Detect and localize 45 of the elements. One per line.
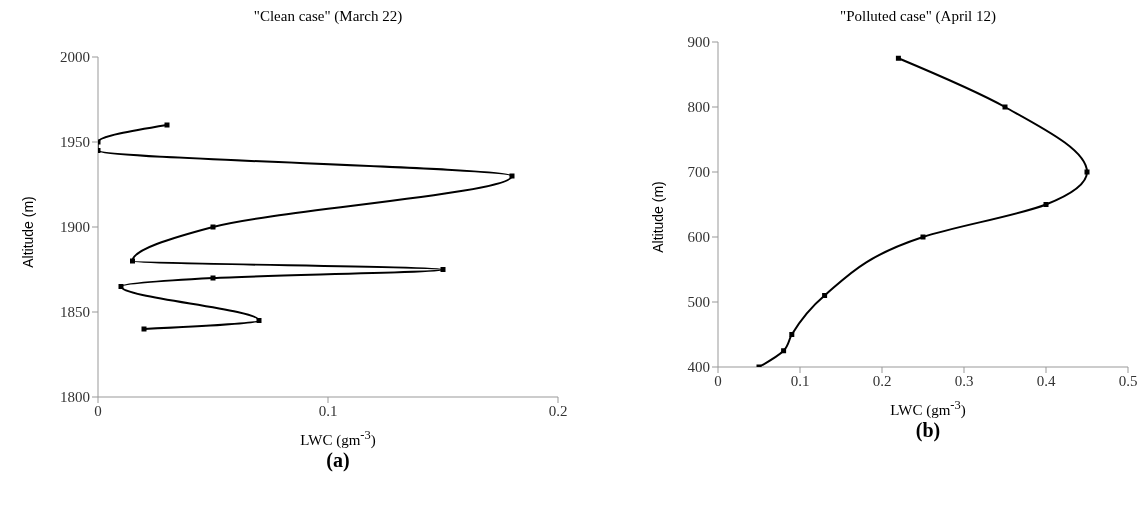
point: [822, 293, 828, 298]
y-tick-label: 700: [687, 164, 710, 181]
y-tick-label: 900: [687, 34, 710, 51]
point: [781, 348, 787, 354]
x-tick-label: 0: [94, 402, 102, 419]
chart-title: "Clean case" (March 22): [252, 8, 404, 26]
x-tick-label: 0.4: [1036, 372, 1056, 389]
point: [1002, 104, 1008, 110]
point: [210, 224, 216, 230]
point: [210, 275, 216, 281]
x-tick-label: 0.2: [548, 402, 568, 419]
point: [789, 332, 795, 337]
y-tick-label: 1900: [60, 219, 90, 236]
point: [1043, 202, 1049, 207]
point: [256, 318, 262, 323]
text: (b): [914, 419, 942, 442]
x-tick-label: 0.2: [872, 372, 892, 389]
x-tick-label: 0.1: [790, 372, 810, 389]
x-tick-label: 0: [714, 372, 722, 389]
point: [164, 122, 170, 128]
y-tick-label: 1800: [60, 389, 90, 406]
point: [440, 267, 446, 272]
x-tick-label: 0.1: [318, 402, 338, 419]
point: [509, 173, 515, 179]
chart-title: "Polluted case" (April 12): [839, 8, 997, 26]
point: [895, 55, 901, 61]
point: [920, 234, 926, 240]
x-axis-title: LWC (gm$^{-3}$): [889, 398, 967, 419]
y-tick-label: 1950: [60, 134, 90, 151]
y-axis-title: Altitude (m): [20, 196, 37, 268]
x-axis-title: LWC (gm$^{-3}$): [299, 428, 377, 449]
text: (a): [325, 449, 351, 472]
x-tick-label: 0.3: [954, 372, 974, 389]
point: [141, 326, 147, 332]
y-tick-label: 500: [687, 294, 710, 311]
y-tick-label: 800: [687, 99, 710, 116]
y-tick-label: 2000: [60, 49, 90, 66]
y-tick-label: 400: [687, 359, 710, 376]
x-tick-label: 0.5: [1118, 372, 1137, 389]
y-tick-label: 1850: [60, 304, 90, 321]
point: [1084, 169, 1090, 175]
point: [118, 284, 124, 289]
y-tick-label: 600: [687, 229, 710, 246]
y-axis-title: Altitude (m): [650, 181, 667, 253]
point: [130, 258, 135, 264]
